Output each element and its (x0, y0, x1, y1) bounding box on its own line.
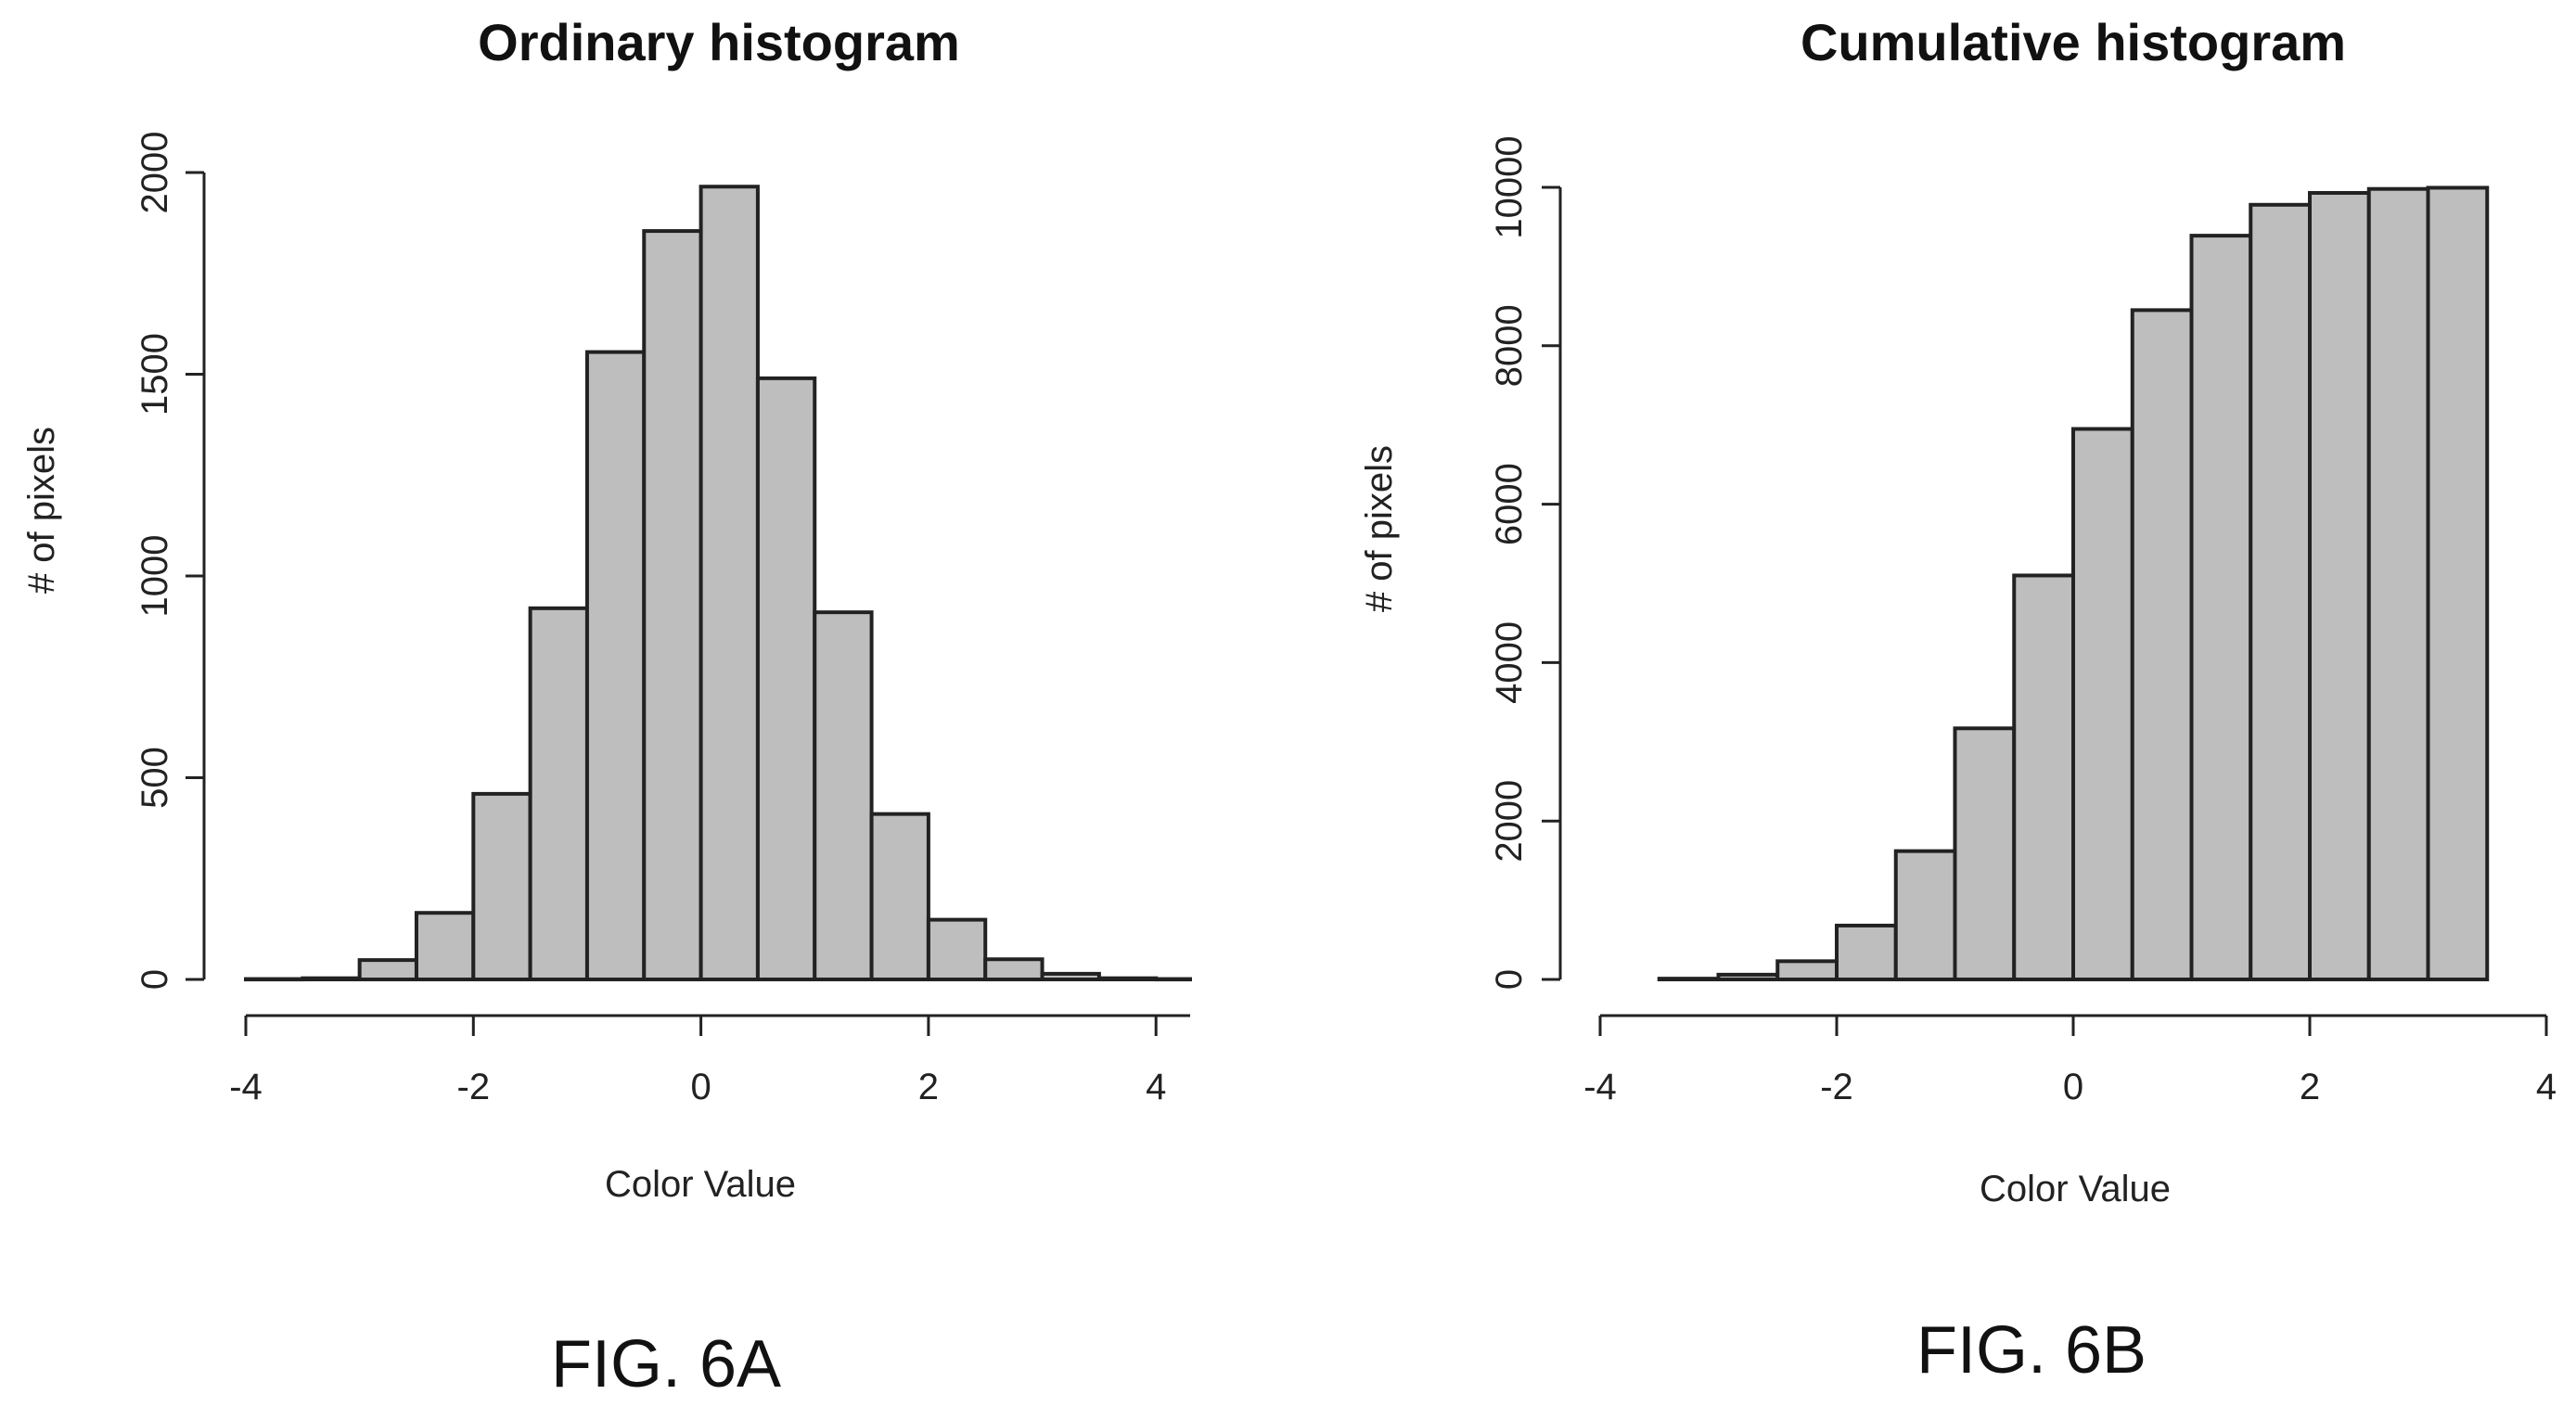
histogram-bar (926, 917, 988, 981)
x-axis-label: Color Value (605, 1164, 796, 1205)
ordinary-histogram: Ordinary histogram 0 500 1000 1500 2000 -4 -2… (21, 13, 1193, 1205)
histogram-bar (1775, 959, 1839, 982)
y-axis-label: # of pixels (1359, 445, 1400, 612)
figure-label-6b: FIG. 6B (1916, 1313, 2147, 1388)
histogram-bar (1040, 971, 1101, 982)
y-tick-label: 10000 (1489, 135, 1530, 238)
histogram-bar (1953, 726, 2017, 981)
histogram-bar (2426, 185, 2490, 981)
x-tick-label: 0 (2063, 1067, 2083, 1107)
histogram-bar (1835, 923, 1898, 981)
x-axis-label: Color Value (1980, 1169, 2171, 1209)
histogram-bar (357, 958, 418, 981)
histogram-bar (528, 606, 589, 981)
histogram-bar (2189, 234, 2253, 981)
y-tick-label: 0 (135, 969, 175, 990)
histogram-bar (1154, 977, 1193, 982)
x-axis: -4 -2 0 2 4 (1583, 1014, 2557, 1107)
x-tick-label: 2 (2300, 1067, 2320, 1107)
histogram-bar (2249, 202, 2312, 981)
y-axis: 0 500 1000 1500 2000 (135, 132, 206, 990)
y-tick-label: 0 (1489, 969, 1530, 990)
cumulative-histogram: Cumulative histogram 0 2000 4000 6000 8000 10… (1359, 13, 2557, 1209)
histogram-bar (813, 610, 874, 982)
histogram-bar (2012, 573, 2075, 982)
histogram-bar (584, 350, 647, 981)
y-tick-label: 6000 (1489, 463, 1530, 545)
y-tick-label: 4000 (1489, 621, 1530, 704)
x-tick-label: -2 (457, 1067, 491, 1107)
x-tick-label: 0 (690, 1067, 711, 1107)
y-tick-label: 1500 (135, 333, 175, 416)
x-tick-label: 4 (1146, 1067, 1166, 1107)
histogram-bar (698, 185, 760, 982)
histogram-bar (1716, 972, 1780, 981)
chart-title: Cumulative histogram (1801, 13, 2346, 71)
histogram-bar (2071, 427, 2134, 982)
histogram-bar (869, 812, 930, 982)
x-tick-label: -4 (229, 1067, 263, 1107)
y-axis-label: # of pixels (21, 427, 62, 594)
histogram-bar (755, 376, 817, 982)
y-tick-label: 500 (135, 747, 175, 809)
histogram-bar (471, 791, 532, 982)
y-tick-label: 2000 (135, 132, 175, 214)
histogram-bar (414, 911, 476, 981)
x-tick-label: -4 (1583, 1067, 1617, 1107)
x-tick-label: -2 (1820, 1067, 1853, 1107)
y-tick-label: 2000 (1489, 780, 1530, 863)
figure-label-6a: FIG. 6A (551, 1327, 781, 1401)
x-tick-label: 4 (2536, 1067, 2557, 1107)
histogram-bar (1893, 849, 1957, 981)
bars-group (244, 185, 1193, 982)
y-tick-label: 8000 (1489, 304, 1530, 387)
histogram-bar (983, 957, 1044, 981)
histogram-bar (2366, 186, 2430, 981)
y-axis: 0 2000 4000 6000 8000 10000 (1489, 135, 1562, 990)
x-tick-label: 2 (918, 1067, 939, 1107)
histogram-bar (2308, 190, 2371, 981)
chart-title: Ordinary histogram (478, 13, 960, 71)
y-tick-label: 1000 (135, 535, 175, 618)
x-axis: -4 -2 0 2 4 (229, 1014, 1190, 1107)
histogram-bar (642, 229, 703, 981)
histogram-bar (2130, 308, 2194, 981)
bars-group (1657, 185, 2490, 982)
histogram-bar (244, 977, 305, 982)
